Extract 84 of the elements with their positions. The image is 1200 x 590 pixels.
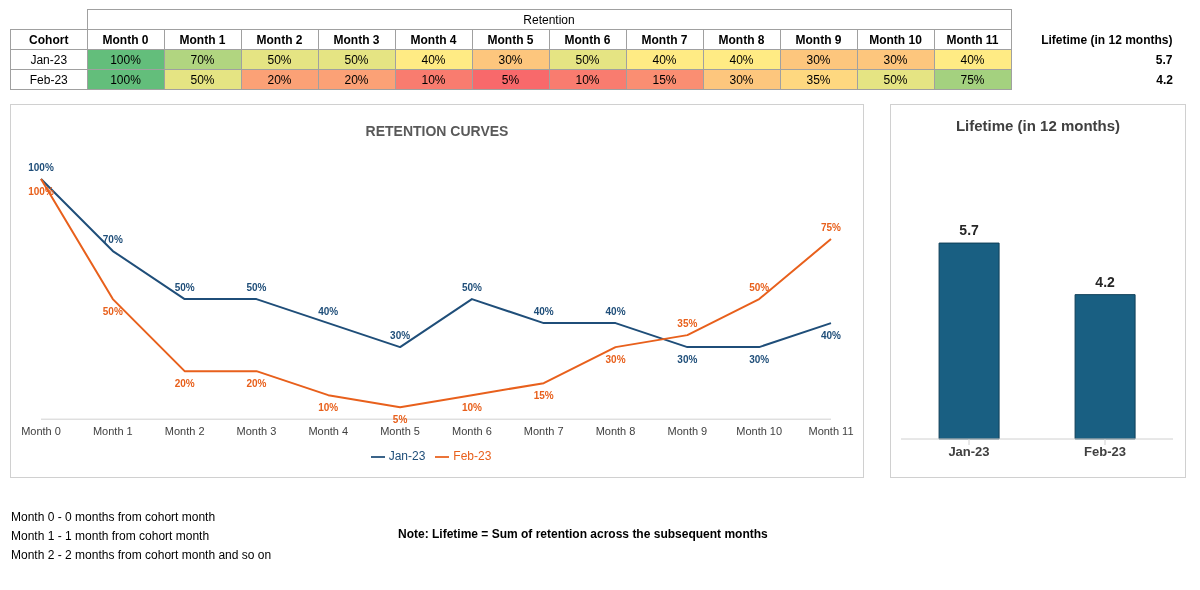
- x-tick-label: Month 7: [626, 29, 703, 50]
- data-label: 20%: [318, 69, 395, 90]
- data-label: 50%: [318, 49, 395, 70]
- data-label: 20%: [246, 378, 267, 390]
- x-tick-label: Month 6: [452, 424, 492, 437]
- x-tick-label: Month 11: [934, 29, 1011, 50]
- y2-tick-label: 4.2: [1155, 71, 1174, 89]
- x-tick-label: Month 4: [395, 29, 472, 50]
- data-label: 100%: [28, 162, 54, 173]
- x-tick-label: Month 5: [472, 29, 549, 50]
- x-tick-label: Month 9: [667, 424, 708, 437]
- data-label: 40%: [605, 306, 626, 318]
- data-label: 35%: [780, 69, 857, 90]
- data-label: 5%: [392, 414, 408, 426]
- x-tick-label: Month 4: [308, 424, 349, 437]
- data-label: 100%: [87, 49, 164, 70]
- data-label: 4.2: [1095, 273, 1116, 290]
- data-label: 50%: [549, 49, 626, 70]
- text: Month 2 - 2 months from cohort month and so on: [11, 547, 272, 564]
- data-label: 30%: [677, 354, 698, 366]
- text: Note: Lifetime = Sum of retention across the subsequent months: [398, 527, 768, 541]
- data-label: 30%: [390, 330, 411, 342]
- text: Month 1 - 1 month from cohort month: [11, 528, 211, 545]
- data-label: 75%: [934, 69, 1011, 90]
- data-label: 50%: [461, 282, 483, 294]
- x-tick-label: Month 8: [595, 424, 636, 437]
- data-label: 50%: [164, 69, 241, 90]
- data-label: 70%: [102, 234, 123, 246]
- chart-title: RETENTION CURVES: [364, 123, 510, 139]
- data-label: 30%: [857, 49, 934, 70]
- data-label: 35%: [677, 318, 698, 330]
- data-label: 50%: [857, 69, 934, 90]
- x-tick-label: Month 1: [164, 29, 241, 50]
- data-label: 40%: [934, 49, 1011, 70]
- x-tick-label: Month 3: [318, 29, 395, 50]
- data-label: 5.7: [959, 222, 980, 239]
- data-label: 70%: [164, 49, 241, 70]
- data-label: 40%: [395, 49, 472, 70]
- x-tick-label: Month 6: [549, 29, 626, 50]
- data-label: 50%: [174, 282, 195, 294]
- data-label: 10%: [395, 69, 472, 90]
- x-tick-label: Month 11: [808, 424, 854, 437]
- x-tick-label: Month 7: [523, 424, 564, 437]
- x-tick-label: Month 3: [236, 424, 277, 437]
- x-tick-label: Month 1: [92, 424, 133, 437]
- x-tick-label: Month 0: [21, 424, 61, 437]
- data-label: 40%: [318, 306, 339, 318]
- data-label: 40%: [820, 330, 842, 342]
- x-tick-label: Month 8: [703, 29, 780, 50]
- data-label: 30%: [605, 354, 626, 366]
- chart-title: Retention: [87, 9, 1011, 30]
- data-label: 10%: [461, 402, 483, 414]
- data-label: 20%: [241, 69, 318, 90]
- data-label: 40%: [703, 49, 780, 70]
- y-axis-title: Cohort: [10, 29, 87, 50]
- data-label: 75%: [820, 222, 842, 234]
- data-label: 50%: [749, 282, 770, 294]
- y2-tick-label: 5.7: [1154, 51, 1174, 69]
- data-label: 100%: [87, 69, 164, 90]
- data-label: 5%: [472, 69, 549, 90]
- data-label: 10%: [318, 402, 339, 414]
- x-tick-label: Month 5: [380, 424, 420, 437]
- data-label: 50%: [246, 282, 267, 294]
- data-label: 15%: [533, 390, 554, 402]
- data-label: 50%: [241, 49, 318, 70]
- y2-axis-title: Lifetime (in 12 months): [1040, 31, 1174, 49]
- x-tick-label: Month 2: [241, 29, 318, 50]
- text: Month 0 - 0 months from cohort month: [11, 509, 217, 526]
- x-tick-label: Month 2: [164, 424, 205, 437]
- data-label: 30%: [703, 69, 780, 90]
- chart-title: Lifetime (in 12 months): [954, 117, 1122, 134]
- data-label: 20%: [174, 378, 195, 390]
- data-label: 40%: [626, 49, 703, 70]
- x-tick-label: Month 0: [87, 29, 164, 50]
- x-tick-label: Month 9: [780, 29, 857, 50]
- data-label: 15%: [626, 69, 703, 90]
- data-label: 30%: [780, 49, 857, 70]
- data-label: 40%: [533, 306, 554, 318]
- x-tick-label: Month 10: [736, 424, 783, 437]
- data-label: 30%: [472, 49, 549, 70]
- x-tick-label: Month 10: [857, 29, 934, 50]
- data-label: 30%: [749, 354, 770, 366]
- data-label: 50%: [102, 306, 123, 318]
- data-label: 10%: [549, 69, 626, 90]
